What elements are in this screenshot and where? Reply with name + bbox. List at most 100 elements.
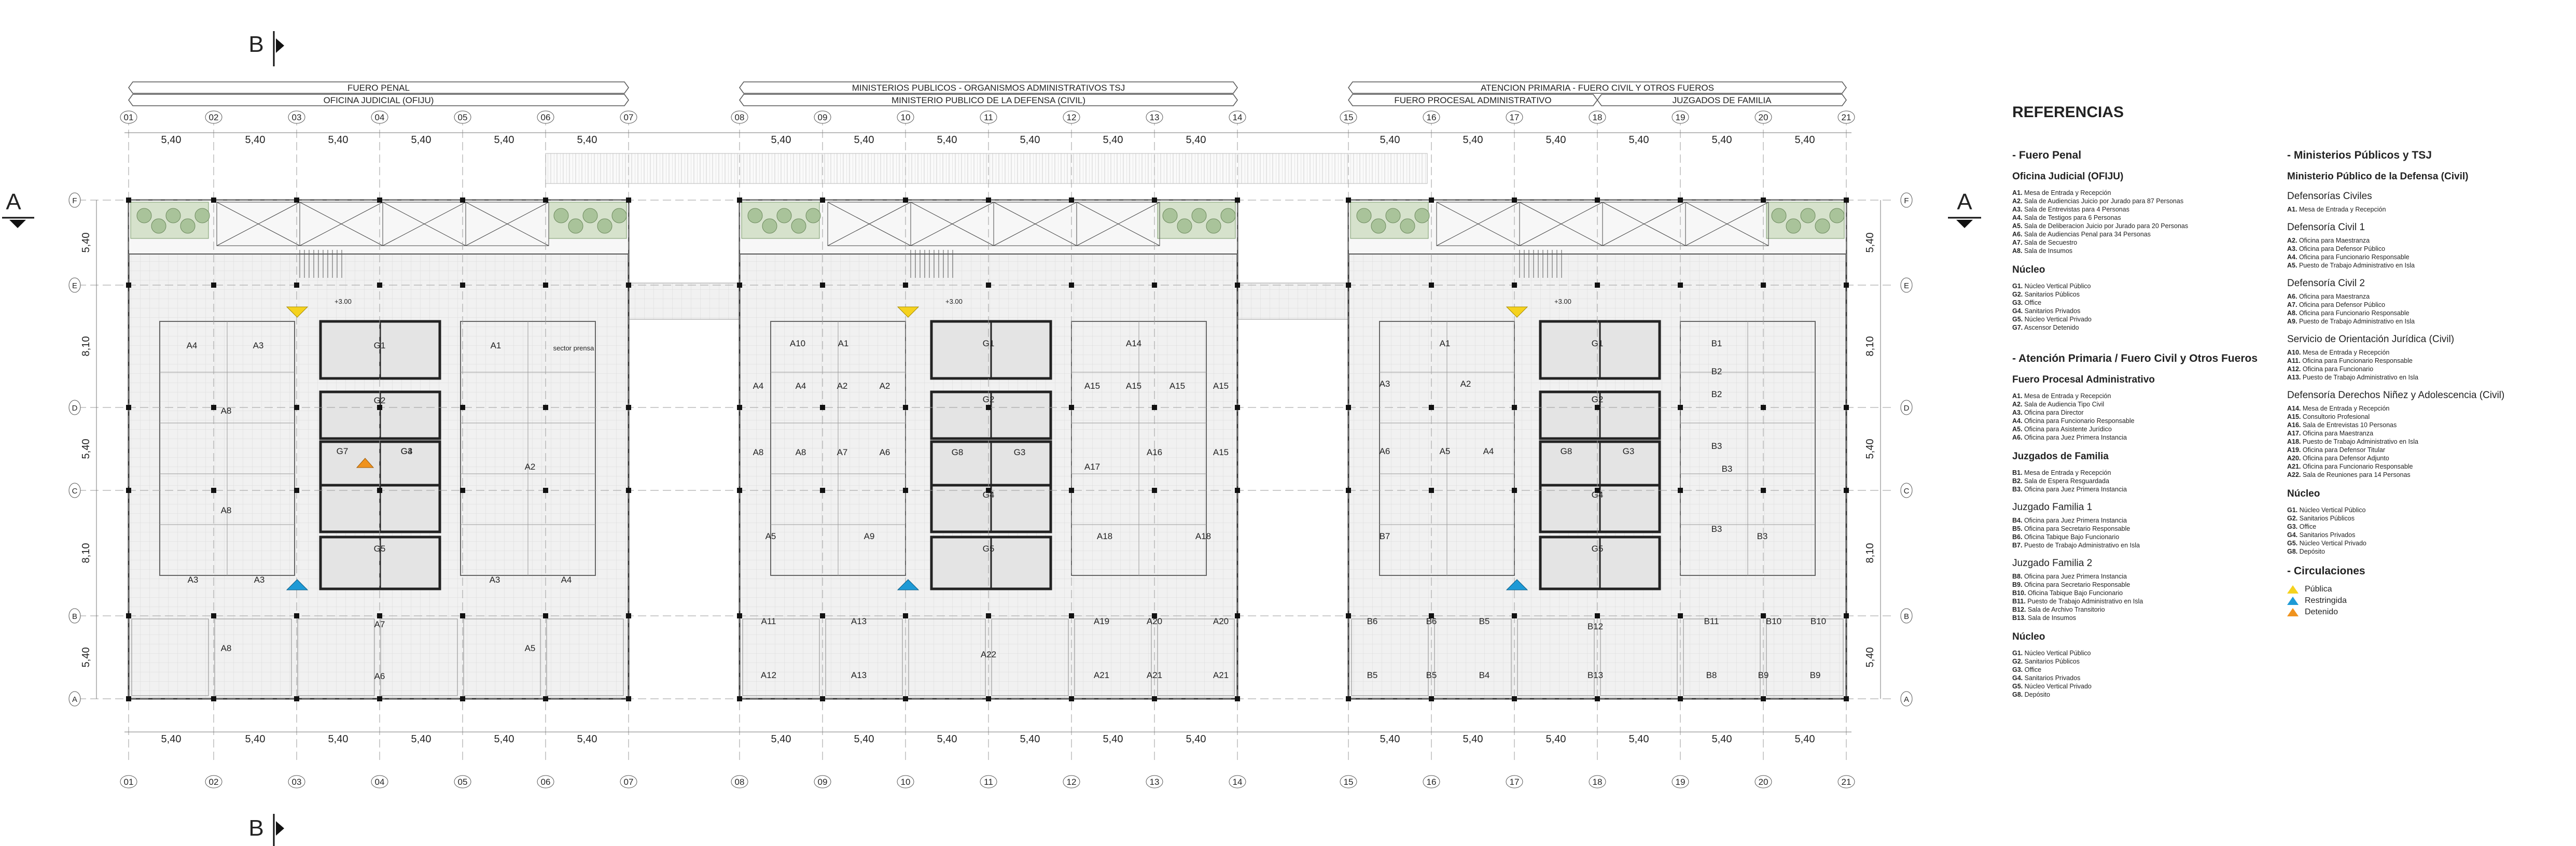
room-label: G4 [1592, 490, 1604, 500]
column [543, 696, 548, 701]
room-label: A22 [981, 650, 996, 659]
legend-item: G5. Núcleo Vertical Privado [2012, 315, 2282, 323]
column [986, 696, 991, 701]
legend-sec: - Atención Primaria / Fuero Civil y Otro… [2012, 353, 2258, 364]
void-cross [1076, 202, 1160, 246]
header-banner [1348, 94, 1598, 106]
header-banner [1348, 81, 1847, 94]
column [820, 488, 825, 493]
legend-text: Sala de Entrevistas 10 Personas [2302, 421, 2397, 429]
legend-item: A22. Sala de Reuniones para 14 Personas [2287, 471, 2557, 479]
legend-text: Sanitarios Privados [2299, 531, 2356, 539]
column [737, 198, 742, 203]
column [1761, 405, 1766, 410]
legend-code: A5. [2012, 426, 2023, 433]
room-label: A4 [753, 381, 764, 391]
legend-text: Oficina para Funcionario Responsable [2024, 417, 2135, 425]
column [1512, 696, 1517, 701]
column [543, 198, 548, 203]
circulation-public-marker [897, 306, 920, 318]
legend-item: A21. Oficina para Funcionario Responsabl… [2287, 462, 2557, 471]
column [626, 283, 631, 288]
axis-label-x-top: 16 [1427, 112, 1437, 122]
axis-label-x-bottom: 01 [124, 777, 134, 787]
column [460, 488, 465, 493]
dim-label-top: 5,40 [1463, 134, 1483, 146]
room-label: G5 [983, 544, 995, 554]
room-label: A15 [1213, 381, 1229, 391]
axis-bubble [1146, 110, 1163, 124]
legend-code: A2. [2287, 237, 2297, 244]
axis-bubble [1589, 110, 1606, 124]
axis-bubble [371, 110, 388, 124]
column [377, 488, 382, 493]
column [986, 198, 991, 203]
column [543, 488, 548, 493]
dim-label-bottom: 5,40 [937, 734, 957, 745]
tree [1177, 218, 1192, 234]
room-label: G8 [1561, 446, 1572, 456]
room-label: B6 [1426, 616, 1437, 626]
room-label: B5 [1367, 670, 1378, 680]
room-label: G1 [983, 339, 995, 348]
legend-item: A1. Mesa de Entrada y Recepción [2012, 189, 2282, 197]
axis-label-x-top: 01 [124, 112, 134, 122]
legend-text: Oficina para Defensor Titular [2302, 446, 2385, 454]
void-cross [465, 202, 549, 246]
room-label: B2 [1711, 366, 1722, 376]
axis-bubble [814, 775, 831, 788]
axis-bubble [120, 775, 137, 788]
legend-code: A3. [2287, 245, 2297, 252]
dim-label-bottom: 5,40 [1546, 734, 1566, 745]
office [1074, 618, 1152, 696]
legend-item: A8. Sala de Insumos [2012, 247, 2282, 255]
room-label: A8 [753, 447, 764, 457]
circulation-restricted-marker [1506, 579, 1528, 590]
room-label: A3 [253, 341, 264, 350]
legend-text: Núcleo Vertical Público [2024, 283, 2091, 290]
axis-label-x-bottom: 16 [1427, 777, 1437, 787]
legend-circulation: Restringida [2287, 596, 2557, 605]
office [546, 618, 624, 696]
legend-text: Office [2024, 299, 2042, 306]
column [1235, 613, 1240, 618]
legend-code: G2. [2012, 291, 2023, 298]
legend-item: G1. Núcleo Vertical Público [2012, 649, 2282, 657]
column [1069, 488, 1074, 493]
column [986, 613, 991, 618]
legend-sub: Fuero Procesal Administrativo [2012, 374, 2155, 385]
legend-code: B1. [2012, 469, 2023, 476]
room-label: A3 [490, 575, 500, 585]
column [903, 696, 908, 701]
room-label: G7 [337, 446, 349, 456]
column [1069, 198, 1074, 203]
legend-sub2: Servicio de Orientación Jurídica (Civil) [2287, 334, 2455, 345]
room-label: G3 [1623, 446, 1635, 456]
axis-label-y-left: E [72, 281, 77, 290]
axis-bubble [1506, 110, 1523, 124]
tree [776, 208, 792, 223]
axis-label-x-top: 11 [984, 112, 993, 122]
legend-item: A9. Puesto de Trabajo Administrativo en … [2287, 317, 2557, 326]
room-label: G5 [374, 544, 386, 554]
column [1346, 283, 1351, 288]
tree [1356, 208, 1372, 223]
column [1429, 405, 1434, 410]
column [1761, 613, 1766, 618]
column [1678, 613, 1683, 618]
circulation-public-marker [1506, 306, 1528, 318]
axis-label-y-right: A [1904, 695, 1909, 704]
legend-text: Oficina para Funcionario Responsable [2299, 253, 2410, 261]
section-mark-b-bottom: B [248, 815, 263, 841]
legend-column-1: - Fuero Penal Oficina Judicial (OFIJU) A1.… [2012, 140, 2282, 699]
legend-code: G4. [2287, 531, 2298, 539]
dim-label-right: 8,10 [1864, 336, 1876, 357]
dim-label-top: 5,40 [1186, 134, 1206, 146]
dim-label-left: 5,40 [80, 647, 92, 668]
legend-text: Sala de Deliberacion Juicio por Jurado p… [2024, 222, 2189, 230]
room-label: A7 [374, 619, 385, 629]
column [1844, 405, 1849, 410]
void [1685, 202, 1769, 246]
tree [1191, 208, 1207, 223]
legend-item: G4. Sanitarios Privados [2287, 531, 2557, 539]
